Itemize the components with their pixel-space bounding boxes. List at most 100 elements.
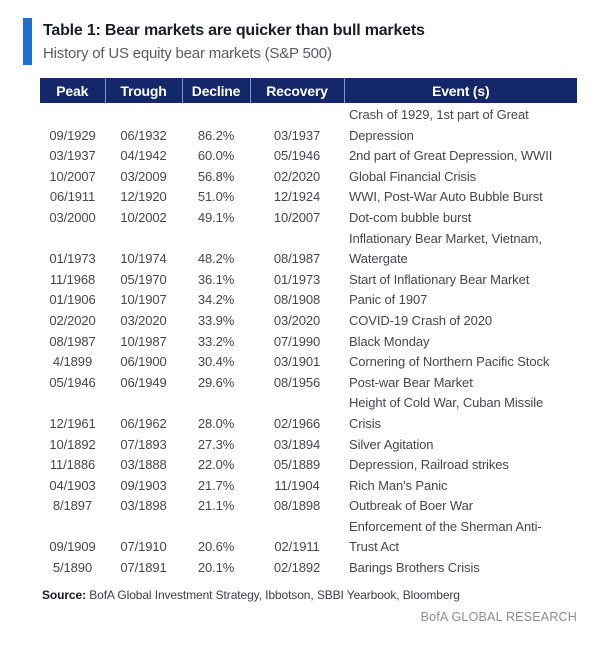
cell-event: Enforcement of the Sherman Anti- Trust A… — [349, 518, 542, 555]
cell-recovery: 03/1901 — [273, 354, 321, 370]
cell-recovery: 12/1924 — [273, 189, 321, 205]
cell-recovery: 02/1911 — [274, 539, 320, 555]
source-text: BofA Global Investment Strategy, Ibbotso… — [89, 587, 460, 602]
cell-trough: 07/1891 — [120, 560, 167, 576]
cell-event: COVID-19 Crash of 2020 — [349, 312, 493, 328]
cell-trough: 06/1932 — [120, 127, 167, 143]
table-row: 06/1911 12/1920 51.0% 12/1924 WWI, Post-… — [40, 187, 577, 208]
cell-recovery: 02/2020 — [273, 168, 321, 184]
table-row: 10/1892 07/1893 27.3% 03/1894 Silver Agi… — [40, 435, 577, 456]
column-header-decline: Decline — [181, 78, 250, 103]
cell-recovery: 01/1973 — [273, 271, 321, 287]
cell-recovery: 08/1956 — [273, 374, 321, 390]
cell-event: 2nd part of Great Depression, WWII — [349, 148, 553, 164]
cell-event: WWI, Post-War Auto Bubble Burst — [349, 189, 543, 205]
cell-event: Post-war Bear Market — [349, 374, 473, 390]
cell-trough: 09/1903 — [120, 477, 167, 493]
cell-decline: 49.1% — [197, 209, 235, 225]
cell-trough: 10/2002 — [120, 209, 167, 225]
cell-decline: 56.8% — [197, 168, 235, 184]
cell-recovery: 08/1987 — [273, 251, 321, 267]
table-row: 01/1906 10/1907 34.2% 08/1908 Panic of 1… — [40, 290, 577, 311]
cell-event: Outbreak of Boer War — [349, 498, 473, 514]
cell-decline: 33.2% — [197, 333, 235, 349]
cell-recovery: 08/1908 — [273, 292, 321, 308]
column-header-peak: Peak — [40, 78, 105, 103]
cell-peak: 09/1909 — [49, 539, 96, 555]
cell-recovery: 10/2007 — [273, 209, 321, 225]
table-row: 08/1987 10/1987 33.2% 07/1990 Black Mond… — [40, 332, 577, 353]
cell-peak: 03/1937 — [49, 148, 96, 164]
cell-peak: 05/1946 — [49, 374, 96, 390]
cell-trough: 07/1893 — [120, 436, 167, 452]
table-row: 12/1961 06/1962 28.0% 02/1966 Height of … — [40, 393, 577, 434]
brand-text: BofA GLOBAL RESEARCH — [420, 609, 577, 624]
cell-decline: 30.4% — [197, 354, 235, 370]
cell-recovery: 05/1889 — [273, 457, 321, 473]
cell-peak: 12/1961 — [49, 415, 96, 431]
cell-peak: 5/1890 — [52, 560, 93, 576]
cell-peak: 01/1973 — [49, 251, 96, 267]
cell-event: Silver Agitation — [349, 436, 434, 452]
cell-peak: 02/2020 — [49, 312, 96, 328]
cell-recovery: 03/1894 — [273, 436, 321, 452]
cell-decline: 20.1% — [197, 560, 235, 576]
table-row: 4/1899 06/1900 30.4% 03/1901 Cornering o… — [40, 352, 577, 373]
cell-decline: 20.6% — [197, 539, 235, 555]
cell-recovery: 03/1937 — [273, 127, 321, 143]
table-row: 03/1937 04/1942 60.0% 05/1946 2nd part o… — [40, 146, 577, 167]
cell-recovery: 03/2020 — [273, 312, 321, 328]
cell-peak: 08/1987 — [49, 333, 96, 349]
column-header-trough: Trough — [104, 78, 182, 103]
source-line: Source: BofA Global Investment Strategy,… — [42, 588, 577, 603]
cell-trough: 10/1907 — [120, 292, 167, 308]
cell-decline: 48.2% — [197, 251, 235, 267]
cell-event: Barings Brothers Crisis — [349, 560, 480, 576]
cell-event: Inflationary Bear Market, Vietnam, Water… — [349, 230, 542, 267]
title-text-group: Table 1: Bear markets are quicker than b… — [43, 18, 425, 65]
cell-decline: 21.7% — [197, 477, 235, 493]
cell-trough: 06/1900 — [120, 354, 167, 370]
report-table-page: Table 1: Bear markets are quicker than b… — [0, 18, 603, 665]
table-row: 09/1909 07/1910 20.6% 02/1911 Enforcemen… — [40, 517, 577, 558]
cell-event: Dot-com bubble burst — [349, 209, 472, 225]
cell-event: Cornering of Northern Pacific Stock — [349, 354, 550, 370]
cell-peak: 03/2000 — [49, 209, 96, 225]
cell-decline: 29.6% — [197, 374, 235, 390]
cell-decline: 34.2% — [197, 292, 235, 308]
cell-recovery: 11/1904 — [274, 477, 320, 493]
table-row: 03/2000 10/2002 49.1% 10/2007 Dot-com bu… — [40, 208, 577, 229]
cell-peak: 06/1911 — [49, 189, 96, 205]
cell-event: Rich Man's Panic — [349, 477, 448, 493]
table-title: Table 1: Bear markets are quicker than b… — [43, 22, 425, 39]
cell-trough: 03/2009 — [120, 168, 167, 184]
column-header-recovery: Recovery — [249, 78, 344, 103]
cell-peak: 10/1892 — [49, 436, 96, 452]
source-label: Source: — [42, 587, 86, 602]
cell-peak: 09/1929 — [49, 127, 96, 143]
table-row: 01/1973 10/1974 48.2% 08/1987 Inflationa… — [40, 229, 577, 270]
cell-decline: 33.9% — [197, 312, 235, 328]
cell-decline: 86.2% — [197, 127, 235, 143]
table-row: 02/2020 03/2020 33.9% 03/2020 COVID-19 C… — [40, 311, 577, 332]
cell-trough: 03/1888 — [120, 457, 167, 473]
cell-trough: 03/2020 — [120, 312, 167, 328]
cell-peak: 11/1886 — [49, 457, 96, 473]
cell-event: Depression, Railroad strikes — [349, 457, 509, 473]
cell-recovery: 07/1990 — [273, 333, 321, 349]
cell-event: Height of Cold War, Cuban Missile Crisis — [349, 395, 544, 431]
table-row: 05/1946 06/1949 29.6% 08/1956 Post-war B… — [40, 373, 577, 394]
cell-peak: 10/2007 — [49, 168, 96, 184]
cell-decline: 28.0% — [197, 415, 235, 431]
table-row: 8/1897 03/1898 21.1% 08/1898 Outbreak of… — [40, 496, 577, 517]
table-header-row: Peak Trough Decline Recovery Event (s) — [40, 78, 577, 103]
accent-bar — [23, 18, 32, 65]
cell-decline: 36.1% — [197, 271, 235, 287]
cell-trough: 03/1898 — [120, 498, 167, 514]
cell-recovery: 02/1966 — [273, 415, 321, 431]
cell-decline: 51.0% — [197, 189, 235, 205]
cell-trough: 04/1942 — [120, 148, 167, 164]
cell-trough: 05/1970 — [120, 271, 167, 287]
cell-peak: 01/1906 — [49, 292, 96, 308]
title-block: Table 1: Bear markets are quicker than b… — [23, 18, 603, 65]
